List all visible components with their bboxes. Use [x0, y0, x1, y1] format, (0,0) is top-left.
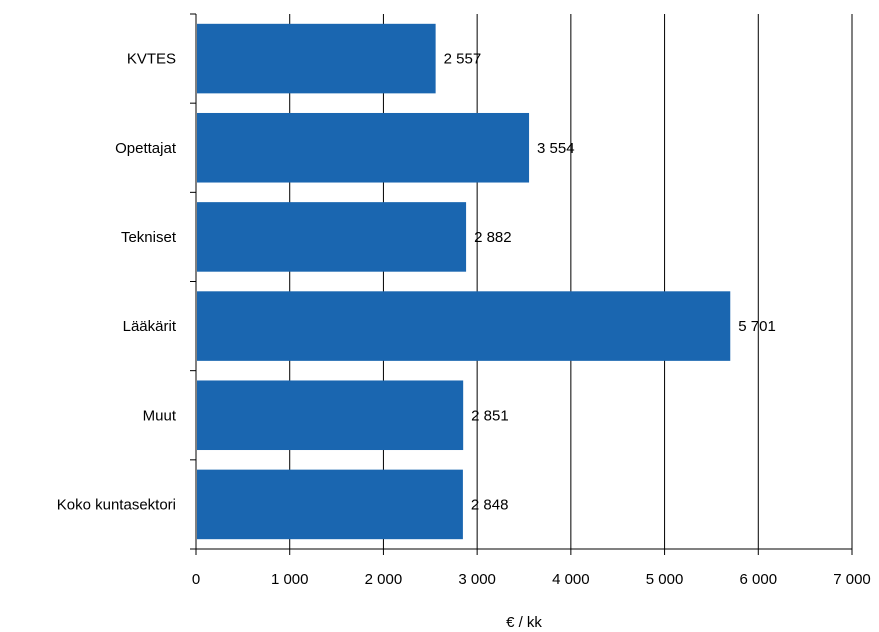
- data-label: 5 701: [738, 318, 776, 335]
- x-tick-label: 7 000: [833, 571, 871, 588]
- x-tick-label: 0: [192, 571, 200, 588]
- bar: [197, 23, 436, 94]
- category-label: Lääkärit: [123, 318, 177, 335]
- x-tick-label: 4 000: [552, 571, 590, 588]
- data-label: 2 882: [474, 229, 512, 246]
- x-tick-label: 3 000: [458, 571, 496, 588]
- data-label: 3 554: [537, 140, 575, 157]
- category-label: Koko kuntasektori: [57, 496, 176, 513]
- data-label: 2 851: [471, 407, 509, 424]
- grid-lines: [289, 14, 853, 549]
- data-label: 2 557: [444, 51, 482, 68]
- bar: [197, 380, 464, 451]
- axes: [190, 13, 853, 555]
- labels: 2 557 KVTES 3 554 Opettajat 2 882 Tekniset 5 7…: [57, 51, 871, 588]
- x-axis-title: € / kk: [506, 614, 542, 631]
- category-label: KVTES: [127, 51, 176, 68]
- category-label: Opettajat: [115, 140, 177, 157]
- category-label: Muut: [143, 407, 177, 424]
- bars: [197, 23, 731, 540]
- bar: [197, 469, 463, 540]
- x-tick-label: 6 000: [740, 571, 778, 588]
- bar: [197, 202, 467, 272]
- x-tick-label: 5 000: [646, 571, 684, 588]
- data-label: 2 848: [471, 496, 509, 513]
- x-tick-label: 1 000: [271, 571, 309, 588]
- bar: [197, 112, 530, 183]
- x-tick-label: 2 000: [365, 571, 403, 588]
- bar: [197, 291, 731, 361]
- category-label: Tekniset: [121, 229, 177, 246]
